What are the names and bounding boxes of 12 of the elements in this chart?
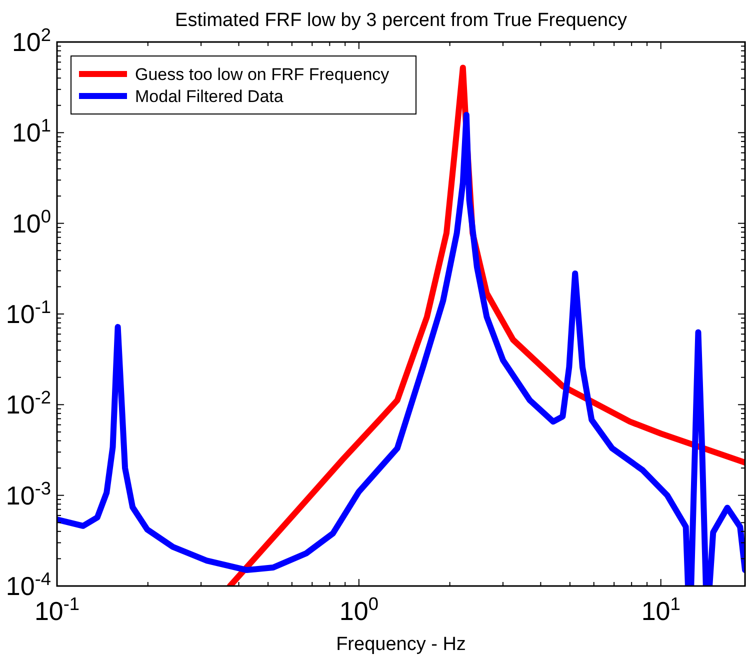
y-tick-label: 10$^{0}$ (12, 206, 51, 238)
legend-label: Modal Filtered Data (135, 87, 284, 106)
x-axis-title: Frequency - Hz (336, 634, 466, 655)
y-tick-label: 10$^{1}$ (12, 116, 51, 148)
y-tick-label: 10$^{-2}$ (6, 388, 51, 420)
y-tick-label: 10$^{-1}$ (6, 297, 51, 329)
x-tick-label: 10$^{0}$ (339, 594, 378, 626)
y-tick-label: 10$^{-3}$ (6, 478, 51, 510)
chart-title: Estimated FRF low by 3 percent from True Frequency (175, 10, 628, 31)
legend-label: Guess too low on FRF Frequency (135, 65, 390, 84)
y-tick-label: 10$^{2}$ (12, 25, 51, 57)
x-tick-label: 10$^{1}$ (641, 594, 680, 626)
